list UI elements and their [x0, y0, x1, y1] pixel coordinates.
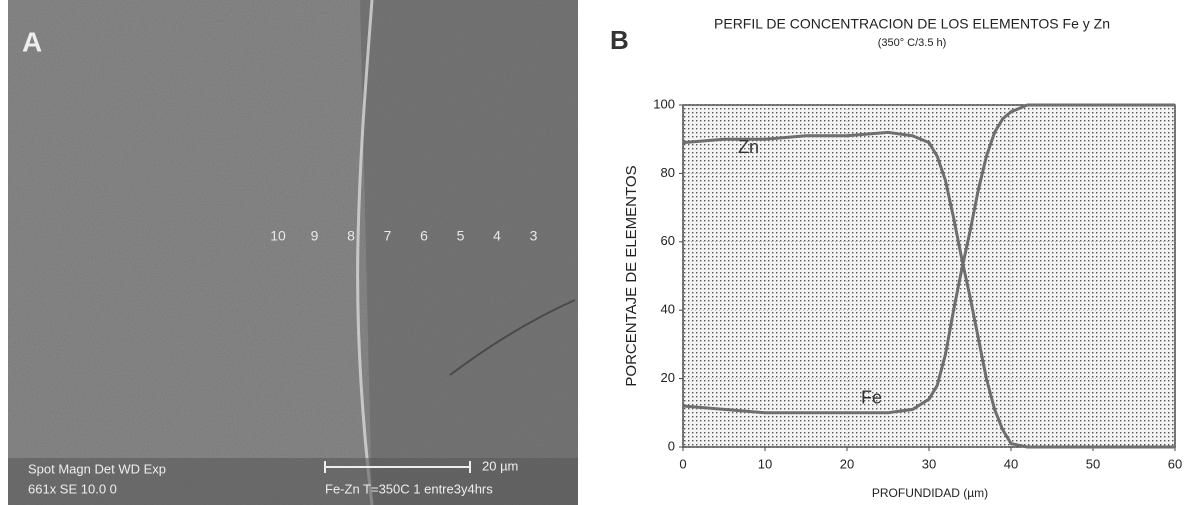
chart-title: PERFIL DE CONCENTRACION DE LOS ELEMENTOS…: [714, 16, 1110, 32]
y-tick-label: 60: [661, 233, 675, 248]
sample-label: Fe-Zn T=350C 1 entre3y4hrs: [325, 481, 493, 496]
x-tick-label: 30: [922, 456, 936, 471]
series-line: [682, 103, 1175, 415]
x-tick-label: 0: [679, 456, 686, 471]
y-tick-label: 100: [653, 96, 675, 111]
x-tick-label: 20: [840, 456, 854, 471]
point-label: 7: [384, 228, 392, 244]
y-tick-label: 40: [661, 302, 675, 317]
panel-label: B: [610, 25, 629, 55]
y-axis-label: PORCENTAJE DE ELEMENTOS: [623, 165, 640, 386]
y-tick-label: 80: [661, 165, 675, 180]
point-label: 4: [493, 228, 501, 244]
x-tick-label: 40: [1004, 456, 1018, 471]
x-tick-label: 60: [1168, 456, 1182, 471]
chart-subtitle: (350° C/3.5 h): [878, 37, 947, 49]
y-tick-label: 20: [661, 370, 675, 385]
series-line: [682, 130, 1175, 449]
info-values: 661x SE 10.0 0: [28, 481, 117, 496]
point-label: 8: [347, 228, 355, 244]
y-tick-label: 0: [668, 438, 675, 453]
panel-label: A: [22, 26, 42, 57]
x-tick-label: 10: [758, 456, 772, 471]
point-label: 3: [530, 228, 538, 244]
point-label: 10: [270, 228, 286, 244]
series-label: Fe: [861, 388, 882, 408]
info-header: Spot Magn Det WD Exp: [28, 461, 166, 476]
point-label: 5: [457, 228, 465, 244]
point-label: 9: [311, 228, 319, 244]
series-label: Zn: [738, 137, 759, 157]
scale-bar-label: 20 µm: [482, 458, 518, 473]
point-label: 6: [420, 228, 428, 244]
x-tick-label: 50: [1086, 456, 1100, 471]
x-axis-label: PROFUNDIDAD (µm): [872, 486, 988, 500]
micrograph: [8, 0, 578, 505]
